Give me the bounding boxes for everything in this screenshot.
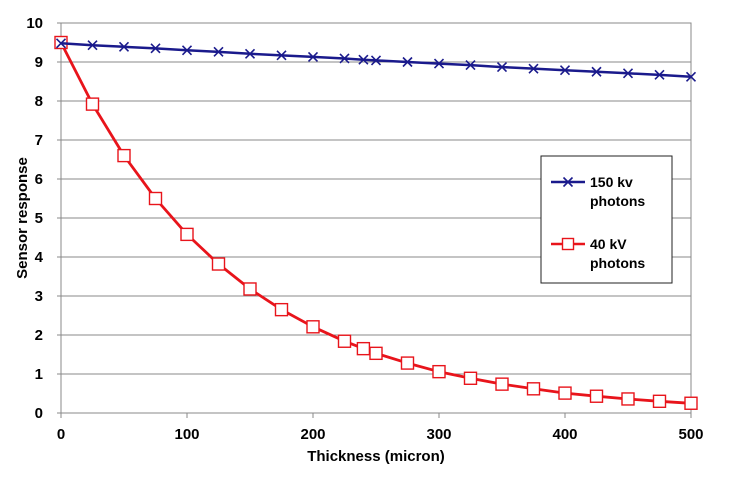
y-tick-label: 10 [26, 15, 43, 32]
series-150kv [55, 38, 697, 82]
series-150kv-point [307, 51, 319, 62]
series-40kv-point [117, 148, 131, 163]
legend-40kv: 40 kV photons [551, 236, 645, 271]
legend-40kv-label: photons [590, 255, 645, 271]
x-tick-label: 0 [57, 426, 65, 443]
x-axis: 0 100 200 300 400 500 [57, 413, 704, 443]
series-150kv-point [370, 55, 382, 66]
legend-40kv-marker [561, 237, 575, 251]
series-150kv-point [622, 68, 634, 79]
series-40kv-point [589, 389, 604, 403]
y-tick-label: 1 [35, 366, 43, 383]
series-150kv-point [465, 60, 476, 71]
series-40kv-point [274, 302, 289, 317]
series-40kv-point [684, 396, 698, 410]
series-150kv-point [591, 66, 602, 77]
series-40kv-point [400, 356, 415, 370]
series-150kv-point [150, 43, 161, 54]
legend-150kv-label: photons [590, 193, 645, 209]
y-tick-label: 5 [35, 210, 43, 227]
legend-40kv-label: 40 kV [590, 236, 627, 252]
legend-box [540, 155, 673, 284]
series-40kv-point [463, 371, 478, 385]
series-40kv-point [306, 320, 320, 334]
legend: 150 kv photons 40 kV photons [540, 155, 673, 284]
series-40kv-point [85, 97, 100, 111]
series-40kv-point [356, 341, 371, 356]
x-axis-label: Thickness (micron) [307, 448, 445, 465]
y-axis-label: Sensor response [14, 157, 31, 279]
y-tick-label: 8 [35, 93, 43, 110]
legend-150kv: 150 kv photons [551, 174, 645, 209]
x-tick-label: 500 [678, 426, 703, 443]
y-tick-label: 0 [35, 405, 43, 422]
y-tick-label: 6 [35, 171, 43, 188]
series-150kv-point [276, 50, 287, 61]
series-150kv-point [528, 63, 539, 74]
x-tick-label: 400 [552, 426, 577, 443]
series-40kv-point [180, 227, 194, 242]
series-150kv-point [654, 69, 665, 80]
series-40kv-point [495, 377, 509, 391]
legend-150kv-label: 150 kv [590, 174, 633, 190]
series-150kv-point [55, 38, 67, 49]
x-tick-label: 100 [174, 426, 199, 443]
legend-150kv-marker [562, 176, 574, 188]
y-tick-label: 2 [35, 327, 43, 344]
series-40kv [54, 35, 698, 410]
series-150kv-point [213, 46, 224, 57]
series-40kv-point [432, 364, 446, 379]
series-150kv-line [60, 42, 692, 79]
series-150kv-point [87, 40, 98, 51]
series-150kv-point [339, 53, 350, 64]
series-150kv-point [181, 45, 193, 56]
y-tick-label: 4 [35, 249, 44, 266]
series-150kv-point [402, 56, 413, 68]
series-40kv-point [526, 382, 541, 396]
series-layer [54, 35, 698, 410]
series-150kv-point [496, 62, 508, 73]
y-tick-label: 7 [35, 132, 43, 149]
series-40kv-point [211, 257, 226, 271]
series-150kv-point [358, 54, 369, 65]
y-tick-label: 3 [35, 288, 43, 305]
series-40kv-point [621, 392, 635, 406]
series-150kv-point [685, 71, 697, 82]
series-40kv-point [652, 394, 667, 408]
series-40kv-point [369, 346, 383, 361]
series-150kv-point [244, 48, 256, 59]
x-tick-label: 300 [426, 426, 451, 443]
series-40kv-point [243, 282, 257, 296]
series-40kv-point [148, 191, 163, 206]
y-axis: 0 1 2 3 4 5 6 7 8 9 10 [26, 15, 61, 422]
series-150kv-point [433, 58, 445, 69]
series-40kv-point [337, 334, 352, 348]
y-tick-label: 9 [35, 54, 43, 71]
series-40kv-point [558, 386, 572, 400]
x-tick-label: 200 [300, 426, 325, 443]
series-150kv-point [118, 41, 130, 52]
series-150kv-point [559, 65, 571, 76]
